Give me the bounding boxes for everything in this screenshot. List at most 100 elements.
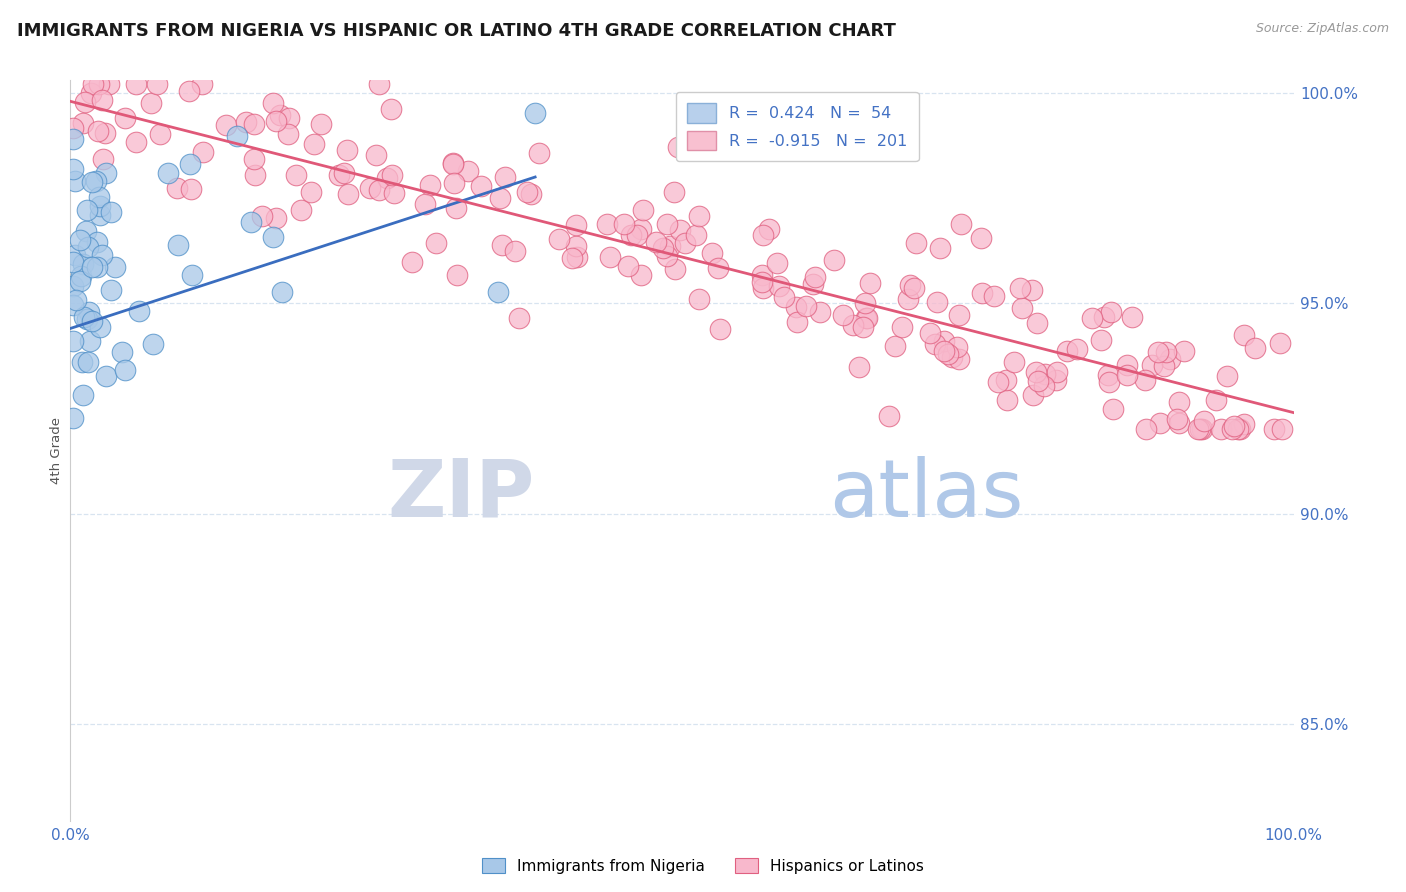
Point <box>1244 341 1267 355</box>
Point <box>75 224 97 238</box>
Point <box>114 362 136 376</box>
Point <box>596 217 619 231</box>
Point <box>80 175 103 189</box>
Point <box>285 168 308 182</box>
Point <box>1222 418 1244 433</box>
Point <box>1026 316 1049 330</box>
Point <box>804 270 827 285</box>
Point <box>299 185 322 199</box>
Point <box>488 285 510 300</box>
Point <box>616 260 638 274</box>
Point <box>441 157 464 171</box>
Point <box>516 185 538 199</box>
Point <box>65 293 87 307</box>
Point <box>333 166 356 180</box>
Point <box>948 308 970 322</box>
Point <box>772 290 794 304</box>
Point <box>239 214 262 228</box>
Point <box>508 311 530 326</box>
Point <box>983 289 1005 303</box>
Point <box>269 108 291 122</box>
Legend: Immigrants from Nigeria, Hispanics or Latinos: Immigrants from Nigeria, Hispanics or La… <box>475 852 931 880</box>
Point <box>995 373 1018 387</box>
Point <box>785 300 807 314</box>
Point <box>1033 379 1056 393</box>
Point <box>883 338 905 352</box>
Point <box>76 312 98 326</box>
Point <box>167 238 190 252</box>
Point <box>62 334 84 348</box>
Point <box>214 118 236 132</box>
Point <box>242 117 264 131</box>
Point <box>1002 355 1025 369</box>
Point <box>599 251 621 265</box>
Text: IMMIGRANTS FROM NIGERIA VS HISPANIC OR LATINO 4TH GRADE CORRELATION CHART: IMMIGRANTS FROM NIGERIA VS HISPANIC OR L… <box>17 22 896 40</box>
Point <box>179 84 201 98</box>
Point <box>929 241 952 255</box>
Point <box>786 315 808 329</box>
Point <box>380 102 402 116</box>
Point <box>1159 351 1181 366</box>
Text: Source: ZipAtlas.com: Source: ZipAtlas.com <box>1256 22 1389 36</box>
Point <box>1168 417 1191 431</box>
Point <box>524 106 547 120</box>
Point <box>527 146 550 161</box>
Point <box>1146 345 1168 359</box>
Point <box>664 186 686 200</box>
Point <box>1209 422 1232 436</box>
Point <box>1080 310 1102 325</box>
Point <box>1008 280 1031 294</box>
Point <box>62 410 84 425</box>
Point <box>77 305 100 319</box>
Point <box>368 183 391 197</box>
Point <box>1153 359 1175 373</box>
Point <box>1173 344 1195 359</box>
Point <box>179 157 201 171</box>
Point <box>752 281 775 295</box>
Point <box>1271 422 1294 436</box>
Point <box>932 343 955 358</box>
Point <box>94 127 117 141</box>
Point <box>457 164 479 178</box>
Point <box>751 268 773 282</box>
Point <box>970 230 993 244</box>
Point <box>765 256 787 270</box>
Point <box>898 278 921 293</box>
Point <box>1026 374 1049 388</box>
Point <box>86 260 108 274</box>
Point <box>100 204 122 219</box>
Point <box>91 248 114 262</box>
Point <box>657 217 679 231</box>
Point <box>72 310 94 324</box>
Point <box>235 115 257 129</box>
Point <box>91 152 114 166</box>
Point <box>368 78 391 92</box>
Point <box>271 285 294 300</box>
Point <box>69 274 91 288</box>
Point <box>266 211 288 225</box>
Point <box>82 313 104 327</box>
Point <box>264 113 287 128</box>
Point <box>903 281 925 295</box>
Point <box>688 292 710 306</box>
Point <box>89 208 111 222</box>
Point <box>72 355 94 369</box>
Point <box>1046 365 1069 379</box>
Point <box>669 223 692 237</box>
Point <box>156 165 179 179</box>
Point <box>425 235 447 250</box>
Point <box>852 320 875 334</box>
Point <box>1168 395 1191 409</box>
Point <box>181 268 204 282</box>
Point <box>673 235 696 250</box>
Point <box>561 252 583 266</box>
Point <box>77 240 100 254</box>
Point <box>69 269 91 284</box>
Point <box>995 392 1018 407</box>
Point <box>948 351 970 366</box>
Point <box>972 285 994 300</box>
Point <box>1215 368 1237 383</box>
Point <box>1149 416 1171 430</box>
Point <box>808 304 831 318</box>
Point <box>72 388 94 402</box>
